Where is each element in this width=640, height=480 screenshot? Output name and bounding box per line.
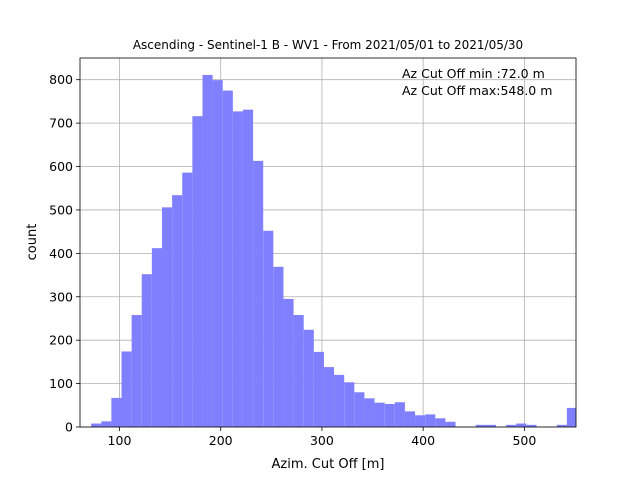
histogram-bar: [435, 418, 446, 427]
histogram-bar: [394, 402, 405, 427]
histogram-bar: [445, 421, 456, 427]
histogram-bar: [263, 230, 274, 427]
histogram-bar: [323, 367, 335, 427]
y-tick-label: 700: [49, 116, 73, 131]
x-tick-label: 400: [411, 433, 435, 448]
x-tick-label: 100: [108, 433, 132, 448]
y-tick-label: 200: [49, 333, 73, 348]
histogram-bar: [485, 424, 497, 427]
annotation-min: Az Cut Off min :72.0 m: [402, 66, 545, 81]
axis-ticks: 100 200 300 400 500 0 100 200 300 400 500 600 700 800: [49, 72, 536, 448]
histogram-bar: [404, 411, 416, 427]
histogram-bar: [101, 421, 112, 427]
histogram-bar: [526, 424, 537, 427]
histogram-bar: [506, 424, 517, 427]
y-tick-label: 800: [49, 72, 73, 87]
histogram-bar: [131, 314, 142, 427]
histogram-bar: [303, 329, 314, 427]
histogram-bar: [151, 248, 162, 427]
histogram-bar: [354, 392, 365, 427]
histogram-bar: [425, 414, 436, 427]
histogram-bar: [283, 298, 294, 427]
histogram-bar: [202, 74, 213, 427]
histogram-bar: [313, 351, 324, 427]
histogram-bar: [334, 374, 345, 427]
histogram-bar: [192, 116, 203, 428]
histogram-bar: [273, 266, 284, 427]
histogram-bars: [91, 74, 576, 428]
histogram-bar: [566, 407, 576, 427]
histogram-bar: [374, 402, 385, 427]
histogram-bar: [293, 314, 304, 427]
annotation-max: Az Cut Off max:548.0 m: [402, 83, 552, 98]
x-tick-label: 500: [512, 433, 536, 448]
histogram-bar: [212, 80, 223, 427]
y-tick-label: 600: [49, 159, 73, 174]
y-tick-label: 100: [49, 376, 73, 391]
x-tick-label: 300: [310, 433, 334, 448]
histogram-bar: [91, 423, 102, 427]
histogram-bar: [111, 397, 122, 427]
y-tick-label: 400: [49, 246, 73, 261]
histogram-bar: [384, 403, 395, 427]
histogram-bar: [232, 111, 243, 427]
histogram-bar: [475, 424, 486, 427]
histogram-bar: [364, 398, 375, 427]
histogram-bar: [253, 160, 264, 428]
y-tick-label: 500: [49, 202, 73, 217]
histogram-bar: [344, 382, 355, 427]
histogram-bar: [121, 351, 132, 427]
histogram-bar: [415, 415, 426, 427]
x-tick-label: 200: [209, 433, 233, 448]
plot-frame: [79, 57, 577, 428]
histogram-bar: [141, 274, 152, 427]
histogram-bar: [556, 424, 567, 427]
y-axis-label: count: [25, 224, 40, 261]
y-tick-label: 300: [49, 289, 73, 304]
histogram-bar: [242, 109, 254, 427]
histogram-bar: [516, 423, 527, 427]
x-axis-label: Azim. Cut Off [m]: [272, 457, 385, 472]
chart-title: Ascending - Sentinel-1 B - WV1 - From 20…: [133, 38, 523, 52]
histogram-bar: [161, 207, 173, 427]
y-tick-label: 0: [65, 420, 73, 435]
histogram-bar: [172, 195, 183, 427]
histogram-bar: [222, 90, 233, 427]
histogram-bar: [182, 172, 193, 427]
